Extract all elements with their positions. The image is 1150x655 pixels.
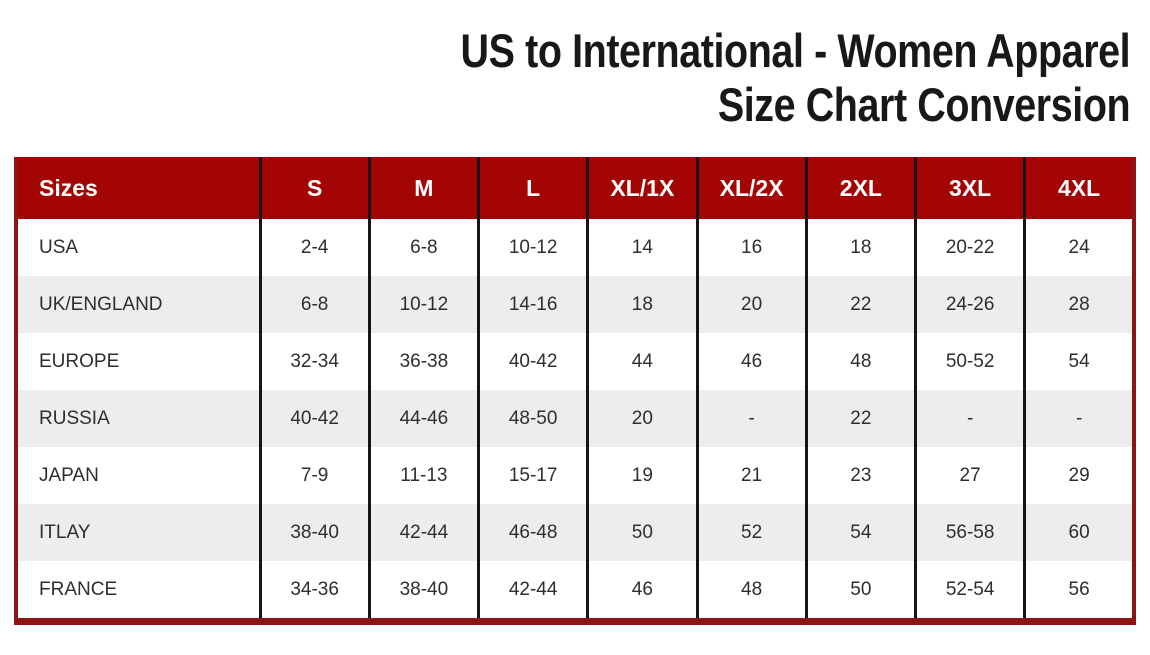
- cell-value: 52-54: [913, 561, 1025, 622]
- cell-value: 50-52: [913, 333, 1025, 390]
- cell-value: 46: [586, 561, 697, 622]
- cell-value: 48: [695, 561, 807, 622]
- cell-value: 32-34: [258, 333, 370, 390]
- table-row-france: FRANCE 34-36 38-40 42-44 46 48 50 52-54 56: [16, 561, 1134, 622]
- cell-value: 40-42: [258, 390, 370, 447]
- cell-value: 42-44: [476, 561, 588, 622]
- cell-value: 28: [1023, 276, 1134, 333]
- row-label-region: JAPAN: [16, 447, 260, 504]
- cell-value: 60: [1023, 504, 1134, 561]
- row-label-region: EUROPE: [16, 333, 260, 390]
- column-header-xl-2x: XL/2X: [695, 157, 807, 219]
- cell-value: 46: [695, 333, 807, 390]
- cell-value: 16: [695, 219, 807, 276]
- cell-value: 38-40: [258, 504, 370, 561]
- column-header-3xl: 3XL: [913, 157, 1025, 219]
- cell-value: 44-46: [367, 390, 479, 447]
- table-row-usa: USA 2-4 6-8 10-12 14 16 18 20-22 24: [16, 219, 1134, 276]
- cell-value: 56-58: [913, 504, 1025, 561]
- cell-value: 54: [1023, 333, 1134, 390]
- cell-value: 20: [586, 390, 697, 447]
- cell-value: 36-38: [367, 333, 479, 390]
- title-line-1: US to International - Women Apparel: [460, 24, 1130, 77]
- table-header-row: Sizes S M L XL/1X XL/2X 2XL 3XL 4XL: [16, 157, 1134, 219]
- table-row-japan: JAPAN 7-9 11-13 15-17 19 21 23 27 29: [16, 447, 1134, 504]
- cell-value: 6-8: [258, 276, 370, 333]
- row-label-region: UK/ENGLAND: [16, 276, 260, 333]
- column-header-m: M: [367, 157, 479, 219]
- row-label-region: USA: [16, 219, 260, 276]
- cell-value: 54: [804, 504, 916, 561]
- cell-value: -: [913, 390, 1025, 447]
- row-label-region: FRANCE: [16, 561, 260, 622]
- cell-value: 18: [804, 219, 916, 276]
- cell-value: 11-13: [367, 447, 479, 504]
- page-title: US to International - Women Apparel Size…: [333, 24, 1130, 132]
- table-row-uk-england: UK/ENGLAND 6-8 10-12 14-16 18 20 22 24-26 28: [16, 276, 1134, 333]
- table-row-russia: RUSSIA 40-42 44-46 48-50 20-22- -: [16, 390, 1134, 447]
- cell-value: 48: [804, 333, 916, 390]
- cell-value: 10-12: [367, 276, 479, 333]
- column-header-s: S: [258, 157, 370, 219]
- cell-value: 19: [586, 447, 697, 504]
- cell-value: 44: [586, 333, 697, 390]
- cell-value: 48-50: [476, 390, 588, 447]
- cell-value: 20: [695, 276, 807, 333]
- cell-value: 2-4: [258, 219, 370, 276]
- cell-value: 18: [586, 276, 697, 333]
- cell-value: 21: [695, 447, 807, 504]
- cell-value: 24: [1023, 219, 1134, 276]
- cell-value: 20-22: [913, 219, 1025, 276]
- column-header-2xl: 2XL: [804, 157, 916, 219]
- cell-value: 38-40: [367, 561, 479, 622]
- column-header-xl-1x: XL/1X: [586, 157, 697, 219]
- cell-value: 14-16: [476, 276, 588, 333]
- cell-value: 29: [1023, 447, 1134, 504]
- cell-value: 50: [804, 561, 916, 622]
- cell-value: -: [1023, 390, 1134, 447]
- cell-value: 27: [913, 447, 1025, 504]
- cell-value: 24-26: [913, 276, 1025, 333]
- cell-value: 15-17: [476, 447, 588, 504]
- row-label-region: ITLAY: [16, 504, 260, 561]
- cell-value: 50: [586, 504, 697, 561]
- cell-value: 34-36: [258, 561, 370, 622]
- cell-value: 6-8: [367, 219, 479, 276]
- cell-value: 42-44: [367, 504, 479, 561]
- cell-value: 14: [586, 219, 697, 276]
- cell-value: 46-48: [476, 504, 588, 561]
- cell-value: 10-12: [476, 219, 588, 276]
- title-line-2: Size Chart Conversion: [717, 78, 1131, 131]
- cell-value: 23: [804, 447, 916, 504]
- table-row-itlay: ITLAY 38-40 42-44 46-48 50 52 54 56-58 60: [16, 504, 1134, 561]
- column-header-sizes: Sizes: [16, 157, 260, 219]
- cell-value: -: [695, 390, 807, 447]
- column-header-4xl: 4XL: [1023, 157, 1134, 219]
- column-header-l: L: [476, 157, 588, 219]
- cell-value: 22: [804, 276, 916, 333]
- table-row-europe: EUROPE 32-34 36-38 40-42 44 46 48 50-52 54: [16, 333, 1134, 390]
- cell-value: 7-9: [258, 447, 370, 504]
- cell-value: 40-42: [476, 333, 588, 390]
- cell-value: 52: [695, 504, 807, 561]
- cell-value: 56: [1023, 561, 1134, 622]
- row-label-region: RUSSIA: [16, 390, 260, 447]
- size-conversion-table: Sizes S M L XL/1X XL/2X 2XL 3XL 4XL USA 2-4 6-8 10-…: [14, 157, 1136, 625]
- cell-value: 22: [804, 390, 916, 447]
